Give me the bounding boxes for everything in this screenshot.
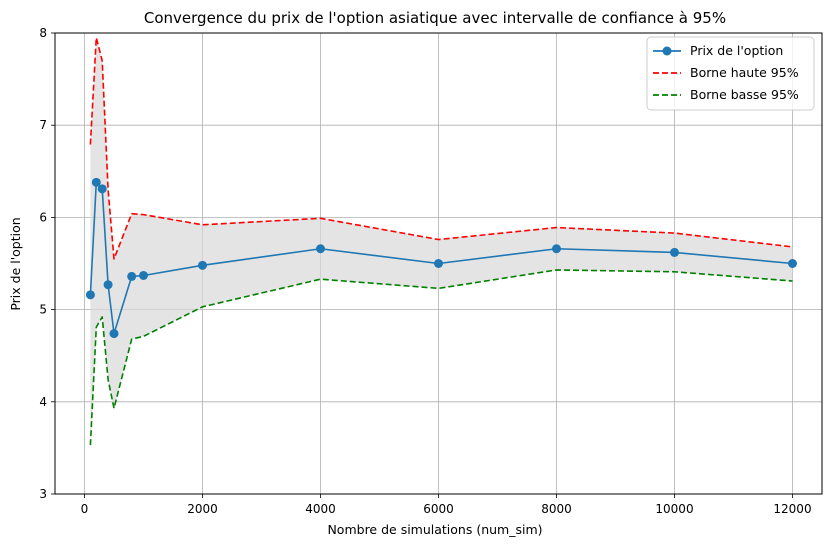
legend: Prix de l'option Borne haute 95% Borne b…: [646, 36, 815, 111]
price-point-11: [670, 247, 679, 257]
price-point-8: [316, 244, 325, 254]
price-point-5: [127, 271, 137, 281]
x-tick-label-1: 2000: [187, 502, 218, 516]
y-tick-label-5: 8: [39, 26, 47, 40]
legend-label-price: Prix de l'option: [690, 43, 783, 58]
x-axis-label: Nombre de simulations (num_sim): [327, 522, 542, 537]
x-tick-label-4: 8000: [541, 502, 572, 516]
y-tick-label-0: 3: [39, 487, 47, 501]
confidence-band: [90, 37, 793, 446]
x-tick-label-5: 10000: [655, 502, 693, 516]
plot-area: 0 2000 4000 6000 8000 10000 12000 3 4 5 6 7 8: [39, 26, 823, 516]
price-point-2: [97, 184, 107, 194]
x-tick-label-6: 12000: [773, 502, 811, 516]
legend-label-lower: Borne basse 95%: [690, 87, 799, 102]
y-tick-label-1: 4: [39, 395, 47, 409]
y-tick-label-4: 7: [39, 118, 47, 132]
legend-label-upper: Borne haute 95%: [690, 65, 799, 80]
price-point-7: [198, 260, 207, 270]
price-point-4: [109, 329, 119, 339]
x-tick-label-3: 6000: [423, 502, 454, 516]
price-point-10: [552, 244, 561, 254]
y-axis-label: Prix de l'option: [8, 217, 23, 310]
legend-marker-price: [662, 46, 672, 56]
series-line-upper-bound: [89, 36, 793, 260]
x-tick-label-2: 4000: [305, 502, 336, 516]
chart-title: Convergence du prix de l'option asiatiqu…: [144, 9, 726, 27]
price-point-3: [103, 280, 113, 290]
legend-box: [646, 36, 815, 111]
price-point-0: [85, 290, 95, 300]
price-point-1: [91, 177, 101, 187]
series-line-lower-bound: [89, 269, 793, 446]
price-point-6: [139, 270, 148, 280]
x-tick-label-0: 0: [81, 502, 89, 516]
price-point-12: [788, 259, 797, 268]
price-point-9: [434, 259, 443, 268]
y-tick-label-2: 5: [39, 303, 47, 317]
y-tick-label-3: 6: [39, 210, 47, 224]
